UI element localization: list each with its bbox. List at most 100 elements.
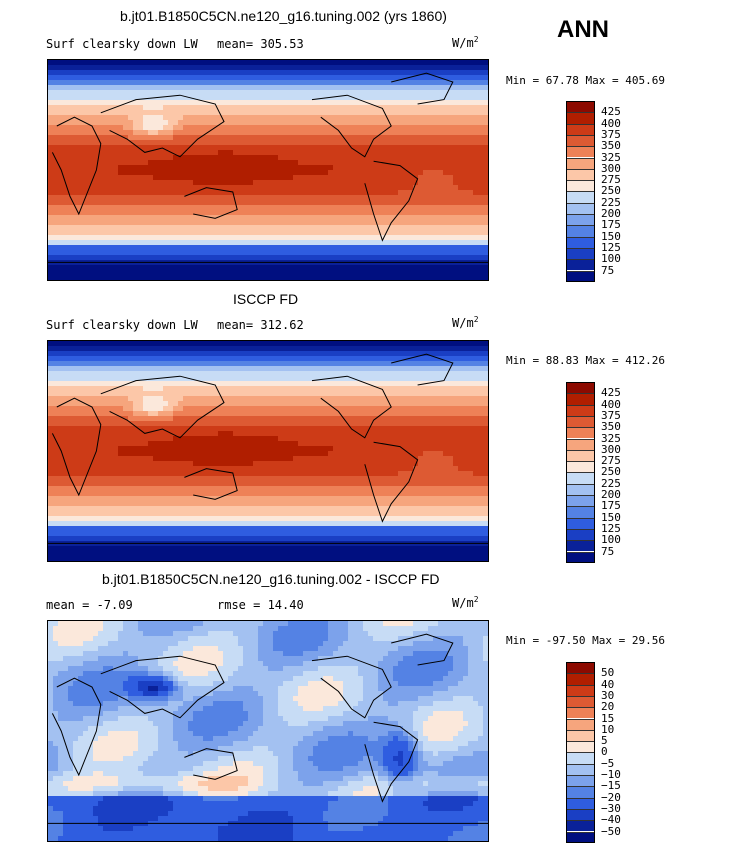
map-cell [338, 235, 344, 241]
map-cell [333, 396, 339, 402]
map-cell [458, 265, 464, 271]
map-cell [178, 341, 184, 347]
map-cell [73, 391, 79, 397]
map-cell [323, 366, 329, 372]
map-cell [478, 381, 484, 387]
map-cell [363, 225, 369, 231]
map-cell [83, 105, 89, 111]
map-cell [443, 386, 449, 392]
map-cell [283, 185, 289, 191]
map-cell [463, 85, 469, 91]
map-cell [448, 165, 454, 171]
map-cell [288, 90, 294, 96]
map-cell [433, 391, 439, 397]
map-cell [243, 245, 249, 251]
map-cell [423, 386, 429, 392]
map-cell [153, 145, 159, 151]
map-cell [328, 230, 334, 236]
map-cell [473, 90, 479, 96]
map-cell [343, 371, 349, 377]
map-cell [353, 220, 359, 226]
map-cell [68, 371, 74, 377]
map-cell [478, 245, 484, 251]
map-cell [333, 265, 339, 271]
map-cell [263, 225, 269, 231]
map-cell [198, 210, 204, 216]
map-cell [278, 115, 284, 121]
map-cell [93, 275, 99, 280]
map-cell [253, 125, 259, 131]
map-cell [138, 351, 144, 357]
map-cell [373, 165, 379, 171]
map-cell [433, 195, 439, 201]
map-cell [48, 65, 54, 71]
map-cell [213, 75, 219, 81]
map-cell [208, 270, 214, 276]
map-cell [343, 130, 349, 136]
map-cell [148, 220, 154, 226]
map-cell [53, 160, 59, 166]
map-cell [253, 165, 259, 171]
map-cell [278, 215, 284, 221]
map-cell [403, 346, 409, 352]
map-cell [428, 185, 434, 191]
map-cell [48, 230, 54, 236]
map-cell [263, 160, 269, 166]
map-cell [388, 140, 394, 146]
map-cell [113, 391, 119, 397]
map-cell [113, 215, 119, 221]
map-cell [458, 140, 464, 146]
map-cell [68, 351, 74, 357]
map-cell [428, 210, 434, 216]
map-cell [118, 386, 124, 392]
map-cell [58, 150, 64, 156]
map-cell [68, 381, 74, 387]
map-cell [373, 95, 379, 101]
map-cell [98, 341, 104, 347]
map-cell [333, 371, 339, 377]
map-cell [423, 120, 429, 126]
map-cell [308, 175, 314, 181]
map-cell [258, 381, 264, 387]
map-cell [288, 361, 294, 367]
map-cell [193, 165, 199, 171]
map-cell [228, 65, 234, 71]
map-cell [138, 275, 144, 280]
map-cell [353, 105, 359, 111]
map-cell [88, 265, 94, 271]
map-cell [228, 150, 234, 156]
map-cell [268, 165, 274, 171]
map-cell [238, 265, 244, 271]
map-cell [188, 210, 194, 216]
map-cell [88, 125, 94, 131]
map-cell [453, 140, 459, 146]
map-cell [353, 361, 359, 367]
map-cell [118, 150, 124, 156]
map-cell [158, 220, 164, 226]
map-cell [413, 215, 419, 221]
map-cell [423, 361, 429, 367]
map-cell [143, 381, 149, 387]
map-cell [93, 70, 99, 76]
map-cell [188, 90, 194, 96]
map-cell [348, 391, 354, 397]
map-cell [58, 130, 64, 136]
map-cell [228, 160, 234, 166]
map-cell [163, 361, 169, 367]
map-cell [93, 235, 99, 241]
map-cell [178, 195, 184, 201]
map-cell [243, 125, 249, 131]
map-cell [413, 65, 419, 71]
map-cell [398, 351, 404, 357]
map-cell [458, 60, 464, 66]
map-cell [433, 180, 439, 186]
map-cell [63, 275, 69, 280]
map-cell [333, 341, 339, 347]
map-cell [223, 115, 229, 121]
map-cell [338, 210, 344, 216]
map-cell [118, 215, 124, 221]
map-cell [98, 75, 104, 81]
map-cell [73, 361, 79, 367]
map-cell [73, 220, 79, 226]
map-cell [248, 70, 254, 76]
